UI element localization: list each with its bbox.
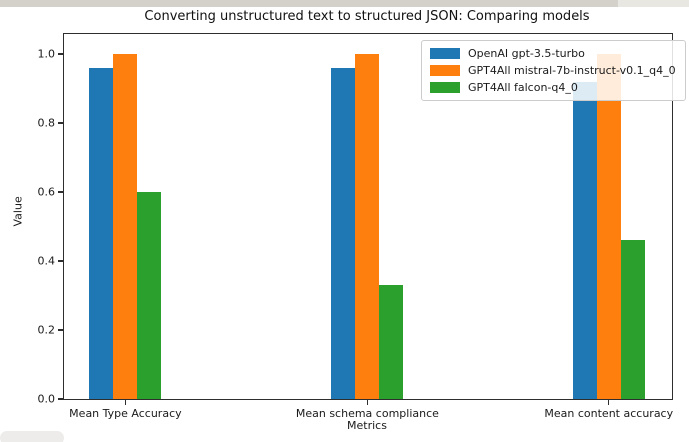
y-tick-label: 0.8	[37, 116, 56, 130]
legend: OpenAI gpt-3.5-turbo GPT4All mistral-7b-i…	[421, 40, 686, 101]
bar	[89, 67, 114, 399]
legend-entry: GPT4All falcon-q4_0	[430, 81, 676, 94]
bar	[596, 54, 621, 399]
legend-entry: GPT4All mistral-7b-instruct-v0.1_q4_0	[430, 64, 676, 77]
legend-label: GPT4All mistral-7b-instruct-v0.1_q4_0	[468, 64, 676, 77]
bar	[572, 81, 597, 399]
y-tick-mark	[58, 260, 63, 262]
bar	[379, 285, 404, 399]
bar	[331, 67, 356, 399]
x-tick-mark	[608, 400, 610, 405]
legend-swatch-icon	[430, 48, 460, 59]
y-tick-mark	[58, 329, 63, 331]
bar-group	[331, 34, 404, 399]
legend-label: OpenAI gpt-3.5-turbo	[468, 47, 585, 60]
y-tick-label: 1.0	[37, 47, 56, 61]
y-tick-label: 0.4	[37, 254, 56, 268]
x-tick-label: Mean content accuracy	[544, 407, 674, 420]
x-tick-label: Mean schema compliance	[295, 407, 439, 420]
legend-swatch-icon	[430, 65, 460, 76]
bar	[355, 54, 380, 399]
bar	[113, 54, 138, 399]
x-axis-label: Metrics	[347, 419, 387, 432]
bar-group	[89, 34, 162, 399]
bar	[137, 192, 162, 399]
chart-title: Converting unstructured text to structur…	[144, 9, 590, 24]
y-tick-mark	[58, 398, 63, 400]
x-tick-label: Mean Type Accuracy	[69, 407, 182, 420]
legend-swatch-icon	[430, 82, 460, 93]
window-chrome-strip	[0, 0, 618, 7]
y-tick-mark	[58, 53, 63, 55]
corner-artifact	[0, 431, 64, 442]
legend-entry: OpenAI gpt-3.5-turbo	[430, 47, 676, 60]
bar	[620, 240, 645, 399]
bar-group	[572, 34, 645, 399]
x-tick-mark	[124, 400, 126, 405]
y-tick-label: 0.0	[37, 392, 56, 406]
y-tick-mark	[58, 122, 63, 124]
y-axis-label: Value	[11, 196, 25, 227]
window-chrome-strip-light	[618, 0, 689, 7]
y-tick-label: 0.6	[37, 185, 56, 199]
x-tick-mark	[366, 400, 368, 405]
plot-area: 0.0 0.2 0.4 0.6 0.8 1.0 Mean Type Accuracy Mean…	[38, 33, 686, 420]
y-tick-mark	[58, 191, 63, 193]
legend-label: GPT4All falcon-q4_0	[468, 81, 578, 94]
y-tick-label: 0.2	[37, 323, 56, 337]
